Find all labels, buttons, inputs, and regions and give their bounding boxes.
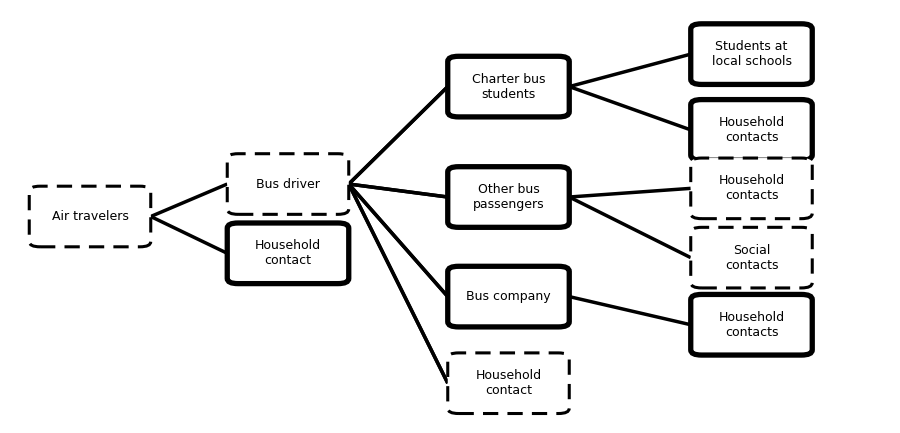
Text: Charter bus
students: Charter bus students [472,73,545,100]
Text: Household
contacts: Household contacts [718,116,785,144]
Text: Air travelers: Air travelers [51,210,129,223]
FancyBboxPatch shape [447,167,569,227]
FancyBboxPatch shape [691,158,812,219]
FancyBboxPatch shape [691,24,812,84]
Text: Other bus
passengers: Other bus passengers [472,183,544,211]
Text: Household
contact: Household contact [475,369,542,397]
FancyBboxPatch shape [691,227,812,288]
FancyBboxPatch shape [447,56,569,117]
Text: Students at
local schools: Students at local schools [712,40,791,68]
FancyBboxPatch shape [691,100,812,160]
FancyBboxPatch shape [227,154,349,214]
FancyBboxPatch shape [447,353,569,414]
Text: Bus driver: Bus driver [256,178,320,191]
Text: Household
contacts: Household contacts [718,174,785,202]
FancyBboxPatch shape [691,294,812,355]
Text: Household
contact: Household contact [255,239,321,267]
Text: Bus company: Bus company [466,290,551,303]
FancyBboxPatch shape [29,186,151,247]
FancyBboxPatch shape [447,266,569,327]
Text: Household
contacts: Household contacts [718,311,785,339]
FancyBboxPatch shape [227,223,349,284]
Text: Social
contacts: Social contacts [724,244,778,271]
